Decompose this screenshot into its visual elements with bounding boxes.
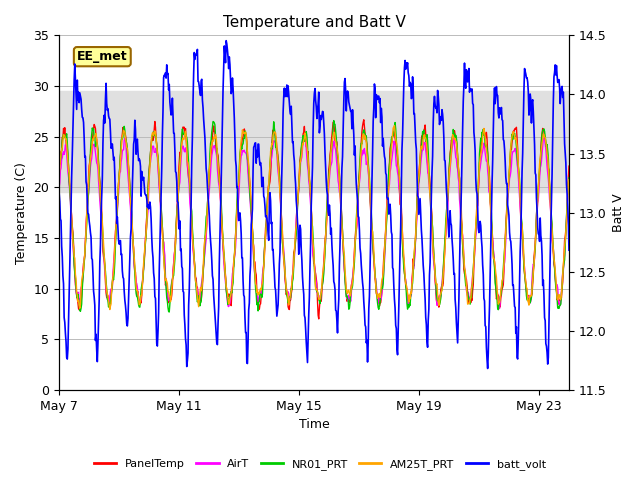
AirT — [445, 174, 453, 180]
batt_volt — [124, 315, 132, 321]
NR01_PRT — [364, 150, 371, 156]
PanelTemp — [446, 150, 454, 156]
AM25T_PRT — [159, 243, 167, 249]
NR01_PRT — [124, 156, 132, 162]
AirT — [124, 170, 132, 176]
AirT — [55, 184, 63, 190]
NR01_PRT — [55, 161, 63, 167]
PanelTemp — [360, 117, 367, 123]
AM25T_PRT — [565, 177, 573, 182]
AirT — [565, 183, 573, 189]
batt_volt — [484, 366, 492, 372]
AM25T_PRT — [446, 163, 454, 168]
PanelTemp — [159, 224, 166, 230]
AirT — [363, 159, 371, 165]
AM25T_PRT — [363, 151, 371, 157]
batt_volt — [222, 38, 230, 44]
Title: Temperature and Batt V: Temperature and Batt V — [223, 15, 406, 30]
NR01_PRT — [159, 225, 166, 231]
batt_volt — [320, 120, 328, 125]
batt_volt — [445, 220, 453, 226]
AM25T_PRT — [125, 164, 132, 169]
AirT — [496, 306, 504, 312]
NR01_PRT — [565, 175, 573, 181]
batt_volt — [159, 132, 166, 138]
Y-axis label: Batt V: Batt V — [612, 193, 625, 232]
AM25T_PRT — [320, 263, 328, 269]
PanelTemp — [320, 260, 328, 266]
AM25T_PRT — [106, 307, 114, 312]
batt_volt — [565, 247, 573, 253]
PanelTemp — [113, 204, 121, 210]
NR01_PRT — [330, 118, 338, 123]
X-axis label: Time: Time — [299, 419, 330, 432]
NR01_PRT — [320, 270, 328, 276]
Bar — [59, 91, 569, 192]
AM25T_PRT — [390, 123, 398, 129]
AM25T_PRT — [55, 172, 63, 178]
Line: NR01_PRT: NR01_PRT — [59, 120, 569, 312]
Line: batt_volt: batt_volt — [59, 41, 569, 369]
Y-axis label: Temperature (C): Temperature (C) — [15, 162, 28, 264]
Line: AM25T_PRT: AM25T_PRT — [59, 126, 569, 310]
Text: EE_met: EE_met — [77, 50, 127, 63]
PanelTemp — [55, 164, 63, 170]
PanelTemp — [565, 163, 573, 169]
PanelTemp — [124, 158, 132, 164]
PanelTemp — [315, 316, 323, 322]
NR01_PRT — [113, 206, 121, 212]
AirT — [320, 264, 328, 270]
Legend: PanelTemp, AirT, NR01_PRT, AM25T_PRT, batt_volt: PanelTemp, AirT, NR01_PRT, AM25T_PRT, ba… — [90, 455, 550, 474]
AirT — [159, 229, 166, 235]
AM25T_PRT — [114, 190, 122, 195]
batt_volt — [113, 214, 121, 220]
NR01_PRT — [446, 153, 454, 159]
NR01_PRT — [165, 309, 173, 315]
batt_volt — [363, 337, 371, 343]
batt_volt — [55, 190, 63, 196]
Line: PanelTemp: PanelTemp — [59, 120, 569, 319]
PanelTemp — [364, 156, 371, 161]
AirT — [301, 133, 309, 139]
AirT — [113, 209, 121, 215]
Line: AirT: AirT — [59, 136, 569, 309]
